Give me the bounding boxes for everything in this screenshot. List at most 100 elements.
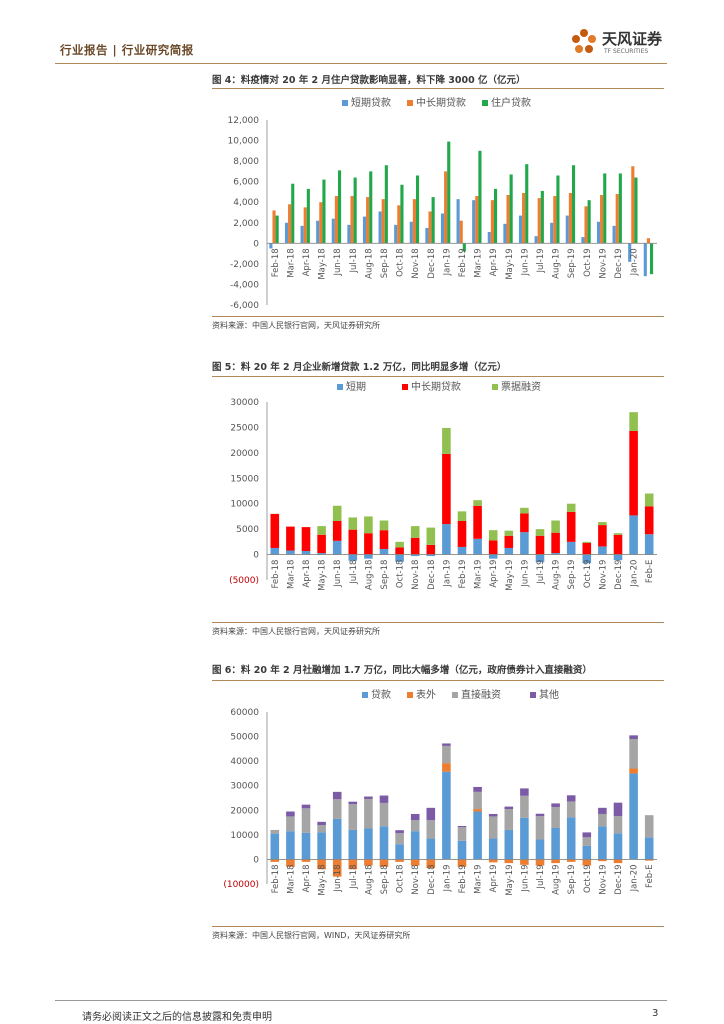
y-tick-label: 20000 (230, 449, 259, 459)
bar-segment-0 (488, 838, 498, 860)
bar-中长期贷款 (381, 199, 385, 244)
x-tick-label: Sep-18 (380, 560, 390, 590)
bar-segment-0 (504, 547, 514, 555)
bar-segment-1 (598, 525, 607, 547)
bar-segment-1 (504, 859, 514, 864)
bar-住户贷款 (525, 164, 529, 244)
y-tick-label: 50000 (230, 733, 259, 743)
bar-segment-0 (426, 554, 436, 557)
bar-住户贷款 (587, 200, 591, 244)
bar-segment-2 (379, 520, 389, 531)
bar-segment-0 (644, 837, 654, 860)
y-tick-label: -6,000 (230, 301, 259, 311)
bar-短期贷款 (581, 237, 585, 244)
y-tick-label: -2,000 (230, 260, 259, 270)
bar-segment-0 (364, 828, 373, 860)
bar-segment-0 (520, 817, 529, 860)
x-tick-label: Aug-18 (364, 560, 374, 590)
bar-segment-2 (566, 503, 576, 512)
bar-segment-1 (317, 859, 326, 870)
bar-segment-0 (332, 818, 342, 860)
bar-中长期贷款 (303, 207, 307, 244)
bar-住户贷款 (634, 177, 638, 244)
bar-segment-1 (270, 513, 280, 548)
bar-短期贷款 (487, 232, 491, 244)
bar-短期贷款 (503, 223, 507, 244)
bar-segment-1 (379, 530, 389, 549)
bar-segment-0 (629, 515, 638, 555)
bar-segment-3 (504, 806, 514, 810)
x-tick-label: Oct-19 (583, 248, 593, 277)
bar-中长期贷款 (506, 195, 510, 244)
bar-segment-3 (613, 802, 623, 817)
bar-segment-2 (535, 816, 545, 840)
bar-segment-0 (332, 540, 342, 555)
bar-segment-2 (332, 799, 342, 819)
figure-5-title: 图 5：料 20 年 2 月企业新增贷款 1.2 万亿，同比明显多增（亿元） (212, 362, 507, 373)
bar-segment-2 (504, 530, 514, 536)
x-tick-label: Jul-18 (349, 248, 359, 273)
bar-segment-0 (410, 554, 420, 557)
bar-短期贷款 (550, 222, 554, 244)
page-number: 3 (652, 1008, 659, 1019)
bar-短期贷款 (456, 199, 460, 244)
bar-短期贷款 (425, 227, 429, 244)
bar-segment-2 (582, 837, 592, 846)
bar-住户贷款 (353, 177, 357, 244)
bar-住户贷款 (337, 170, 342, 244)
bar-segment-3 (379, 795, 389, 803)
y-tick-label: 5000 (236, 525, 259, 535)
bar-segment-0 (582, 554, 592, 564)
bar-segment-1 (301, 527, 311, 552)
bar-segment-2 (488, 816, 498, 839)
y-tick-label: 2,000 (233, 219, 259, 229)
bar-segment-0 (644, 534, 654, 555)
bar-segment-0 (598, 546, 607, 555)
bar-segment-3 (535, 813, 545, 817)
bar-segment-2 (582, 541, 592, 543)
bar-segment-1 (426, 544, 436, 555)
x-tick-label: Jan-20 (630, 560, 640, 588)
bar-segment-1 (582, 859, 592, 866)
bar-segment-2 (348, 804, 358, 830)
bar-segment-0 (535, 554, 545, 563)
x-tick-label: Apr-18 (302, 864, 312, 892)
x-tick-label: Feb-19 (458, 248, 468, 277)
bar-segment-1 (613, 534, 623, 555)
x-tick-label: Aug-18 (364, 864, 374, 894)
x-tick-label: Jan-19 (442, 248, 452, 276)
x-tick-label: Mar-18 (286, 248, 296, 277)
bar-segment-2 (598, 522, 607, 526)
x-tick-label: Mar-19 (474, 248, 484, 277)
footer-rule (55, 1000, 667, 1001)
bar-短期贷款 (628, 243, 632, 262)
bar-segment-2 (644, 493, 654, 507)
bar-segment-2 (520, 507, 529, 514)
bar-segment-2 (613, 816, 623, 834)
x-tick-label: Sep-18 (380, 864, 390, 894)
bar-segment-0 (317, 832, 326, 860)
bar-segment-1 (301, 859, 311, 862)
bar-短期贷款 (440, 213, 445, 244)
bar-segment-2 (348, 517, 358, 530)
bar-中长期贷款 (272, 210, 276, 244)
bar-segment-1 (520, 859, 529, 865)
bar-segment-1 (410, 859, 420, 866)
bar-中长期贷款 (334, 196, 338, 244)
bar-住户贷款 (509, 174, 513, 244)
bar-短期贷款 (596, 221, 601, 244)
bar-住户贷款 (369, 171, 373, 244)
bar-短期贷款 (394, 224, 398, 244)
bar-住户贷款 (540, 190, 544, 244)
bar-segment-2 (410, 820, 420, 832)
bar-segment-1 (426, 859, 436, 869)
bar-中长期贷款 (522, 192, 526, 244)
bar-segment-1 (395, 547, 404, 555)
bar-segment-2 (442, 745, 451, 764)
legend-label-0: 短期 (346, 380, 366, 393)
bar-segment-2 (644, 815, 654, 838)
bar-segment-0 (364, 554, 373, 559)
bar-中长期贷款 (288, 204, 292, 244)
bar-segment-1 (488, 859, 498, 863)
bar-中长期贷款 (631, 166, 635, 244)
